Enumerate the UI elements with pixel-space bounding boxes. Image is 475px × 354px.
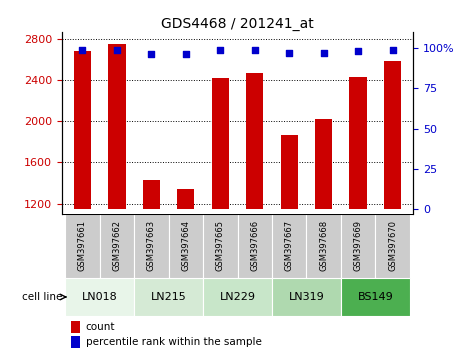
Bar xyxy=(272,278,341,316)
Bar xyxy=(74,51,91,209)
Point xyxy=(182,52,190,57)
Text: GSM397670: GSM397670 xyxy=(388,220,397,271)
Bar xyxy=(306,214,341,278)
Text: GSM397664: GSM397664 xyxy=(181,220,190,271)
Bar xyxy=(177,189,194,209)
Bar xyxy=(142,180,160,209)
Bar xyxy=(65,278,134,316)
Point xyxy=(320,50,327,56)
Text: LN229: LN229 xyxy=(219,292,256,302)
Bar xyxy=(134,214,169,278)
Point xyxy=(217,47,224,52)
Bar xyxy=(70,336,80,348)
Text: LN215: LN215 xyxy=(151,292,187,302)
Bar xyxy=(350,77,367,209)
Text: count: count xyxy=(86,321,115,332)
Bar xyxy=(341,278,410,316)
Point xyxy=(285,50,293,56)
Bar xyxy=(203,278,272,316)
Bar xyxy=(281,135,298,209)
Bar xyxy=(203,214,238,278)
Text: cell line: cell line xyxy=(22,292,62,302)
Bar xyxy=(212,78,229,209)
Bar xyxy=(384,61,401,209)
Bar xyxy=(272,214,306,278)
Text: LN319: LN319 xyxy=(288,292,324,302)
Text: GSM397661: GSM397661 xyxy=(78,220,87,271)
Text: GSM397662: GSM397662 xyxy=(113,220,122,271)
Text: GSM397667: GSM397667 xyxy=(285,220,294,271)
Text: GSM397665: GSM397665 xyxy=(216,220,225,271)
Bar xyxy=(169,214,203,278)
Title: GDS4468 / 201241_at: GDS4468 / 201241_at xyxy=(161,17,314,31)
Text: LN018: LN018 xyxy=(82,292,117,302)
Text: GSM397663: GSM397663 xyxy=(147,220,156,271)
Point xyxy=(251,47,258,52)
Text: GSM397669: GSM397669 xyxy=(353,220,362,271)
Bar xyxy=(246,73,263,209)
Bar xyxy=(238,214,272,278)
Bar xyxy=(100,214,134,278)
Bar xyxy=(70,321,80,333)
Bar xyxy=(65,214,100,278)
Point xyxy=(113,47,121,52)
Bar xyxy=(315,119,332,209)
Point xyxy=(79,47,86,52)
Text: GSM397668: GSM397668 xyxy=(319,220,328,271)
Text: GSM397666: GSM397666 xyxy=(250,220,259,271)
Bar xyxy=(375,214,410,278)
Point xyxy=(354,48,362,54)
Text: BS149: BS149 xyxy=(358,292,393,302)
Text: percentile rank within the sample: percentile rank within the sample xyxy=(86,337,262,347)
Point xyxy=(389,47,396,52)
Bar xyxy=(341,214,375,278)
Point xyxy=(148,52,155,57)
Bar xyxy=(108,44,125,209)
Bar xyxy=(134,278,203,316)
